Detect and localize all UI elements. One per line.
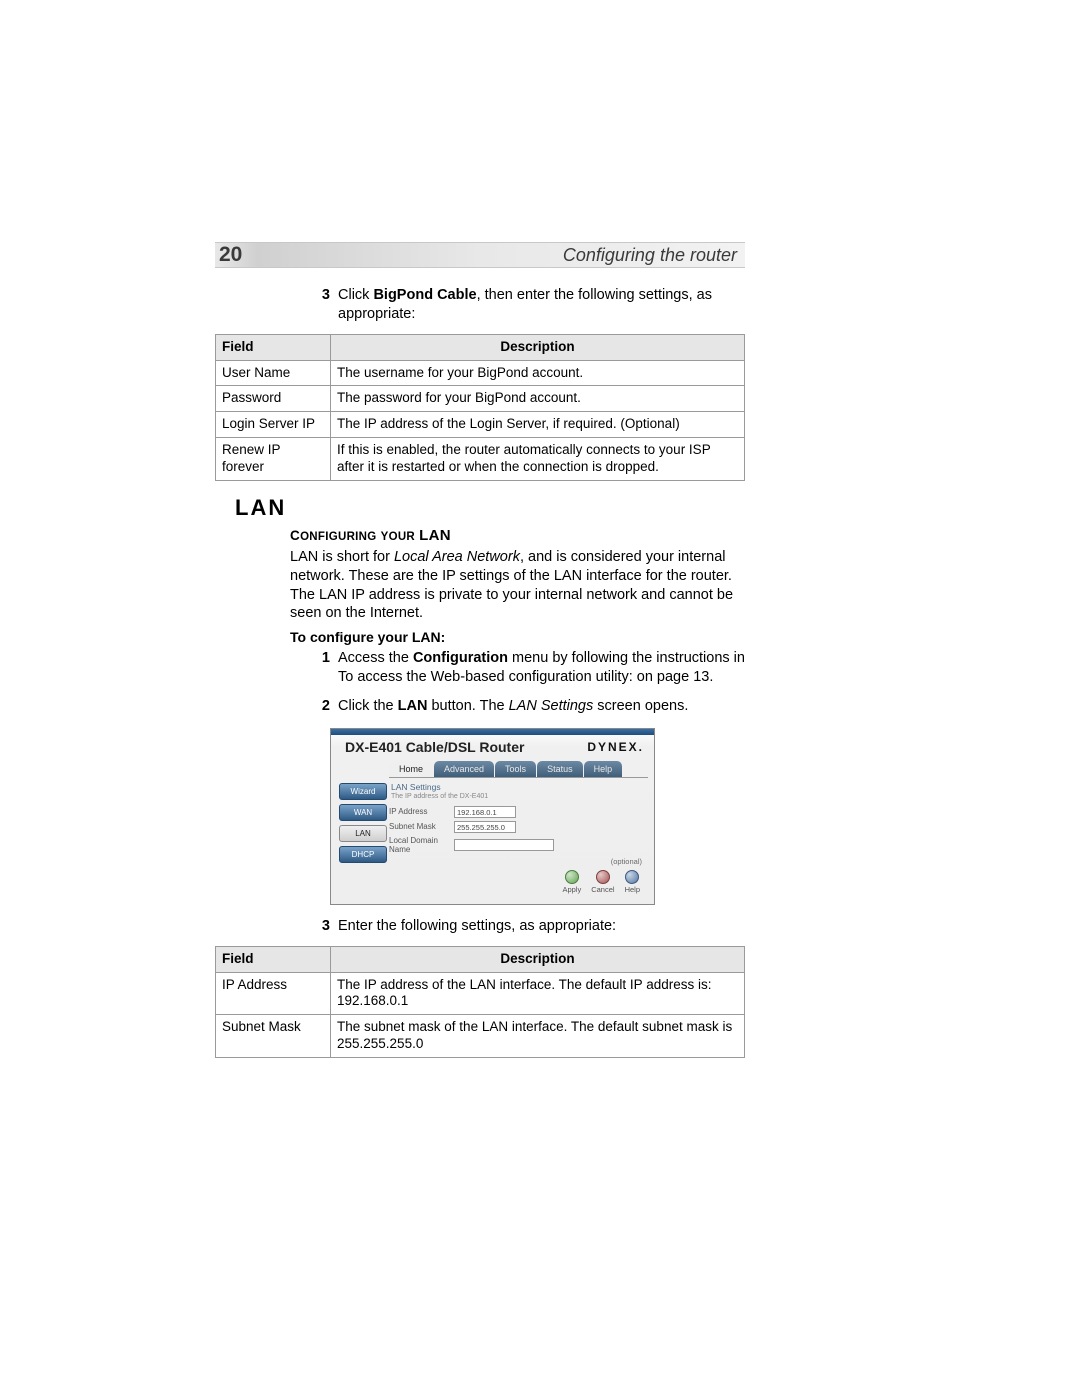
tab-help[interactable]: Help: [584, 761, 623, 777]
text-bold: LAN: [398, 698, 428, 714]
table-row: User NameThe username for your BigPond a…: [216, 360, 745, 386]
step-number: 3: [310, 917, 330, 936]
brand-logo: DYNEX.: [587, 740, 644, 754]
cell-field: Subnet Mask: [216, 1015, 331, 1058]
side-btn-wan[interactable]: WAN: [339, 804, 387, 821]
text-fragment: Click: [338, 287, 373, 303]
router-tabs: Home Advanced Tools Status Help: [389, 761, 648, 778]
lan-step-2: 2 Click the LAN button. The LAN Settings…: [310, 697, 745, 716]
panel-subtitle: The IP address of the DX-E401: [391, 793, 648, 800]
step-3-top: 3 Click BigPond Cable, then enter the fo…: [310, 286, 745, 324]
field-label: Local Domain Name: [389, 836, 454, 854]
table-row: Renew IP foreverIf this is enabled, the …: [216, 438, 745, 481]
cell-field: Renew IP forever: [216, 438, 331, 481]
table-row: IP AddressThe IP address of the LAN inte…: [216, 972, 745, 1015]
table-header-field: Field: [216, 334, 331, 360]
step-number: 2: [310, 697, 330, 716]
cell-desc: The username for your BigPond account.: [331, 360, 745, 386]
optional-note: (optional): [389, 857, 648, 866]
side-btn-lan[interactable]: LAN: [339, 825, 387, 842]
cancel-icon: [596, 870, 610, 884]
router-ui-screenshot: DX-E401 Cable/DSL Router DYNEX. Wizard W…: [330, 728, 655, 905]
apply-button[interactable]: Apply: [562, 870, 581, 894]
subheading-lan-abbr: LAN: [419, 527, 451, 544]
local-domain-input[interactable]: [454, 839, 554, 851]
help-button[interactable]: Help: [625, 870, 640, 894]
section-heading-lan: LAN: [235, 495, 745, 521]
cancel-button[interactable]: Cancel: [591, 870, 614, 894]
table-row: Subnet MaskThe subnet mask of the LAN in…: [216, 1015, 745, 1058]
step-text: Enter the following settings, as appropr…: [338, 917, 745, 936]
tab-advanced[interactable]: Advanced: [434, 761, 494, 777]
text-fragment: Click the: [338, 698, 398, 714]
step-text: Click the LAN button. The LAN Settings s…: [338, 697, 745, 716]
router-title-row: DX-E401 Cable/DSL Router DYNEX.: [331, 735, 654, 757]
table-row: PasswordThe password for your BigPond ac…: [216, 386, 745, 412]
cell-desc: The password for your BigPond account.: [331, 386, 745, 412]
cell-field: Login Server IP: [216, 412, 331, 438]
step-text: Access the Configuration menu by followi…: [338, 649, 745, 687]
tab-status[interactable]: Status: [537, 761, 583, 777]
router-side-nav: Wizard WAN LAN DHCP: [337, 761, 389, 894]
field-ip-address: IP Address 192.168.0.1: [389, 806, 648, 818]
router-model-title: DX-E401 Cable/DSL Router: [345, 739, 587, 755]
cell-field: Password: [216, 386, 331, 412]
text-bold: Configuration: [413, 650, 508, 666]
field-label: Subnet Mask: [389, 822, 454, 831]
cell-field: User Name: [216, 360, 331, 386]
field-subnet-mask: Subnet Mask 255.255.255.0: [389, 821, 648, 833]
page-number: 20: [215, 243, 290, 267]
to-configure-lan-heading: To configure your LAN:: [290, 629, 745, 645]
page-header: 20 Configuring the router: [215, 242, 745, 268]
table-header-desc: Description: [331, 946, 745, 972]
cell-desc: If this is enabled, the router automatic…: [331, 438, 745, 481]
text-italic: LAN Settings: [509, 698, 594, 714]
text-fragment: Access the: [338, 650, 413, 666]
lan-step-1: 1 Access the Configuration menu by follo…: [310, 649, 745, 687]
lan-settings-table: Field Description IP AddressThe IP addre…: [215, 946, 745, 1058]
help-icon: [625, 870, 639, 884]
text-fragment: LAN is short for: [290, 549, 394, 565]
lan-description-paragraph: LAN is short for Local Area Network, and…: [290, 548, 745, 623]
field-local-domain: Local Domain Name: [389, 836, 648, 854]
side-btn-wizard[interactable]: Wizard: [339, 783, 387, 800]
cell-desc: The IP address of the Login Server, if r…: [331, 412, 745, 438]
subheading-configuring-lan: CONFIGURING YOUR LAN: [290, 527, 745, 544]
chapter-title: Configuring the router: [290, 245, 745, 266]
step-number: 3: [310, 286, 330, 324]
apply-icon: [565, 870, 579, 884]
cell-desc: The IP address of the LAN interface. The…: [331, 972, 745, 1015]
table-header-desc: Description: [331, 334, 745, 360]
step-3-bottom: 3 Enter the following settings, as appro…: [310, 917, 745, 936]
side-btn-dhcp[interactable]: DHCP: [339, 846, 387, 863]
table-header-field: Field: [216, 946, 331, 972]
cell-field: IP Address: [216, 972, 331, 1015]
ip-address-input[interactable]: 192.168.0.1: [454, 806, 516, 818]
subnet-mask-input[interactable]: 255.255.255.0: [454, 821, 516, 833]
step-number: 1: [310, 649, 330, 687]
text-italic: Local Area Network: [394, 549, 520, 565]
table-row: Login Server IPThe IP address of the Log…: [216, 412, 745, 438]
text-fragment: screen opens.: [593, 698, 688, 714]
action-label: Cancel: [591, 885, 614, 894]
action-buttons: Apply Cancel Help: [389, 866, 648, 894]
bigpond-settings-table: Field Description User NameThe username …: [215, 334, 745, 481]
tab-tools[interactable]: Tools: [495, 761, 536, 777]
action-label: Apply: [562, 885, 581, 894]
cell-desc: The subnet mask of the LAN interface. Th…: [331, 1015, 745, 1058]
tab-home[interactable]: Home: [389, 761, 433, 777]
text-fragment: button. The: [427, 698, 508, 714]
panel-title: LAN Settings: [391, 782, 648, 792]
action-label: Help: [625, 885, 640, 894]
text-bold: BigPond Cable: [373, 287, 476, 303]
step-text: Click BigPond Cable, then enter the foll…: [338, 286, 745, 324]
field-label: IP Address: [389, 807, 454, 816]
